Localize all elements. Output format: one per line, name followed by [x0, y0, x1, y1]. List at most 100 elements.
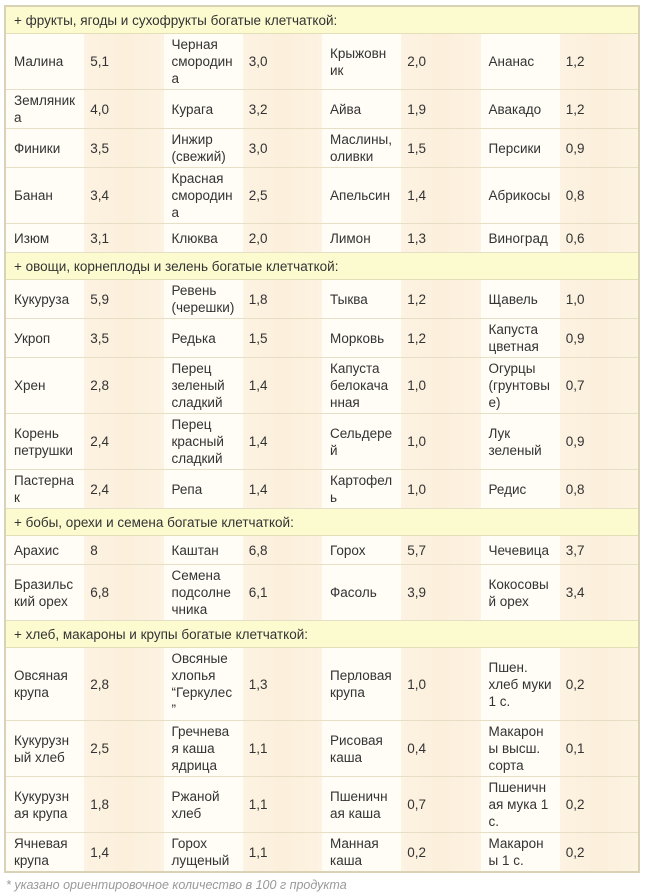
- fiber-value: 0,7: [401, 776, 481, 833]
- table-row: Кукуруза 5,9 Ревень (черешки) 1,8 Тыква 1,2 Ща…: [5, 279, 639, 319]
- product-name: Кукурузная крупа: [5, 776, 85, 833]
- product-name: Кукурузный хлеб: [5, 720, 85, 777]
- product-name: Ревень (черешки): [163, 279, 243, 319]
- product-name: Малина: [5, 33, 85, 90]
- fiber-value: 4,0: [84, 89, 164, 129]
- product-name: Пшеничная каша: [322, 776, 402, 833]
- fiber-value: 0,1: [559, 720, 639, 777]
- fiber-value: 0,8: [559, 469, 639, 509]
- product-name: Клюква: [163, 223, 243, 253]
- fiber-value: 0,2: [559, 647, 639, 721]
- product-name: Банан: [5, 167, 85, 224]
- product-name: Картофель: [322, 469, 402, 509]
- product-name: Тыква: [322, 279, 402, 319]
- fiber-value: 5,1: [84, 33, 164, 90]
- table-row: Укроп 3,5 Редька 1,5 Морковь 1,2 Капуста цветн…: [5, 318, 639, 358]
- product-name: Инжир (свежий): [163, 128, 243, 168]
- fiber-value: 1,1: [242, 776, 322, 833]
- product-name: Ячневая крупа: [5, 832, 85, 873]
- fiber-value: 6,8: [242, 535, 322, 565]
- fiber-value: 1,3: [401, 223, 481, 253]
- fiber-value: 1,0: [401, 413, 481, 470]
- fiber-value: 2,4: [84, 469, 164, 509]
- table-row: Бразильский орех 6,8 Семена подсолнечника 6…: [5, 564, 639, 621]
- fiber-value: 3,0: [242, 128, 322, 168]
- fiber-value: 5,7: [401, 535, 481, 565]
- product-name: Виноград: [480, 223, 560, 253]
- product-name: Лук зеленый: [480, 413, 560, 470]
- fiber-value: 0,2: [559, 776, 639, 833]
- product-name: Каштан: [163, 535, 243, 565]
- fiber-value: 1,0: [401, 357, 481, 414]
- fiber-value: 1,4: [242, 469, 322, 509]
- fiber-value: 3,4: [559, 564, 639, 621]
- product-name: Перловая крупа: [322, 647, 402, 721]
- product-name: Перец красный сладкий: [163, 413, 243, 470]
- fiber-value: 0,2: [401, 832, 481, 873]
- product-name: Авакадо: [480, 89, 560, 129]
- fiber-value: 0,9: [559, 128, 639, 168]
- fiber-value: 1,5: [401, 128, 481, 168]
- table-row: Кукурузная крупа 1,8 Ржаной хлеб 1,1 Пшеничн…: [5, 776, 639, 833]
- product-name: Семена подсолнечника: [163, 564, 243, 621]
- fiber-value: 8: [84, 535, 164, 565]
- product-name: Изюм: [5, 223, 85, 253]
- table-row: Финики 3,5 Инжир (свежий) 3,0 Маслины, оливк…: [5, 128, 639, 168]
- fiber-value: 3,1: [84, 223, 164, 253]
- fiber-value: 1,2: [401, 279, 481, 319]
- product-name: Морковь: [322, 318, 402, 358]
- product-name: Овсяная крупа: [5, 647, 85, 721]
- product-name: Крыжовник: [322, 33, 402, 90]
- product-name: Кукуруза: [5, 279, 85, 319]
- product-name: Чечевица: [480, 535, 560, 565]
- table-row: Хрен 2,8 Перец зеленый сладкий 1,4 Капуста б…: [5, 357, 639, 414]
- section-header: + бобы, орехи и семена богатые клетчатко…: [5, 508, 639, 536]
- fiber-value: 1,0: [401, 647, 481, 721]
- table-row: Малина 5,1 Черная смородина 3,0 Крыжовник 2,0…: [5, 33, 639, 90]
- fiber-value: 2,8: [84, 647, 164, 721]
- product-name: Черная смородина: [163, 33, 243, 90]
- fiber-value: 2,5: [84, 720, 164, 777]
- fiber-value: 1,8: [84, 776, 164, 833]
- fiber-value: 1,3: [242, 647, 322, 721]
- product-name: Овсяные хлопья “Геркулес”: [163, 647, 243, 721]
- table-row: Овсяная крупа 2,8 Овсяные хлопья “Геркулес…: [5, 647, 639, 721]
- product-name: Манная каша: [322, 832, 402, 873]
- product-name: Перец зеленый сладкий: [163, 357, 243, 414]
- section-header: + овощи, корнеплоды и зелень богатые кле…: [5, 252, 639, 280]
- fiber-value: 1,4: [242, 357, 322, 414]
- product-name: Щавель: [480, 279, 560, 319]
- table-row: Земляника 4,0 Курага 3,2 Айва 1,9 Авакадо 1,2: [5, 89, 639, 129]
- fiber-value: 1,1: [242, 832, 322, 873]
- product-name: Ананас: [480, 33, 560, 90]
- fiber-value: 1,8: [242, 279, 322, 319]
- product-name: Пшеничная мука 1 с.: [480, 776, 560, 833]
- fiber-value: 1,1: [242, 720, 322, 777]
- product-name: Капуста белокачанная: [322, 357, 402, 414]
- fiber-value: 1,4: [401, 167, 481, 224]
- product-name: Хрен: [5, 357, 85, 414]
- fiber-value: 0,7: [559, 357, 639, 414]
- product-name: Апельсин: [322, 167, 402, 224]
- fiber-value: 3,9: [401, 564, 481, 621]
- product-name: Курага: [163, 89, 243, 129]
- fiber-value: 3,7: [559, 535, 639, 565]
- footnote: * указано ориентировочное количество в 1…: [6, 878, 347, 892]
- product-name: Капуста цветная: [480, 318, 560, 358]
- fiber-value: 3,0: [242, 33, 322, 90]
- product-name: Горох лущеный: [163, 832, 243, 873]
- section-header: + хлеб, макароны и крупы богатые клетчат…: [5, 620, 639, 648]
- fiber-value: 3,4: [84, 167, 164, 224]
- fiber-value: 1,2: [559, 33, 639, 90]
- fiber-value: 3,2: [242, 89, 322, 129]
- product-name: Огурцы (грунтовые): [480, 357, 560, 414]
- fiber-value: 1,4: [84, 832, 164, 873]
- section-title: + хлеб, макароны и крупы богатые клетчат…: [5, 620, 639, 648]
- product-name: Пастернак: [5, 469, 85, 509]
- fiber-value: 6,8: [84, 564, 164, 621]
- product-name: Корень петрушки: [5, 413, 85, 470]
- fiber-value: 1,9: [401, 89, 481, 129]
- fiber-value: 3,5: [84, 128, 164, 168]
- fiber-value: 1,5: [242, 318, 322, 358]
